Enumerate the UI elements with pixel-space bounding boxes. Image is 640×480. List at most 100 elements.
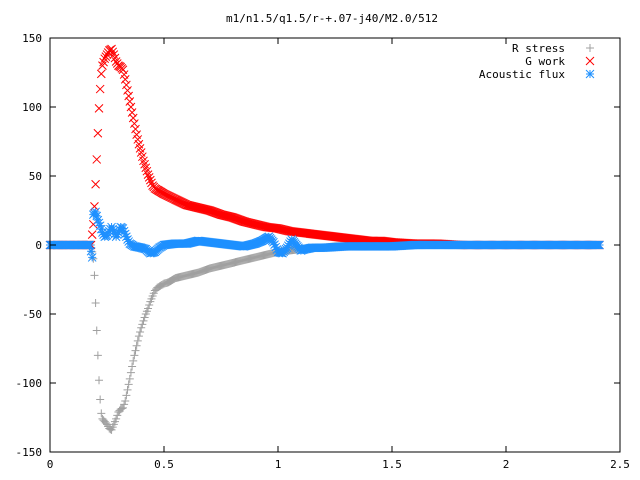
data-point — [122, 80, 131, 90]
x-tick-label: 1.5 — [382, 458, 402, 471]
data-point — [143, 170, 153, 179]
data-point — [134, 332, 143, 341]
data-point — [137, 323, 146, 332]
data-point — [92, 155, 102, 164]
data-point — [103, 420, 111, 429]
y-tick-label: -100 — [16, 377, 43, 390]
legend-label: Acoustic flux — [479, 68, 565, 81]
data-point — [95, 221, 105, 231]
data-point — [92, 211, 102, 221]
chart-title: m1/n1.5/q1.5/r-+.07-j40/M2.0/512 — [226, 12, 438, 25]
data-point — [109, 50, 119, 59]
data-point — [94, 218, 104, 228]
data-point — [93, 128, 103, 138]
x-tick-label: 0.5 — [154, 458, 174, 471]
data-point — [145, 175, 155, 185]
x-tick-label: 0 — [47, 458, 54, 471]
data-point — [117, 404, 126, 413]
y-tick-label: 150 — [22, 32, 42, 45]
data-point — [110, 53, 120, 63]
data-point — [98, 61, 107, 70]
series-r-stress — [46, 241, 604, 434]
data-point — [132, 341, 141, 350]
data-point — [121, 396, 130, 405]
x-tick-label: 2 — [503, 458, 510, 471]
data-point — [87, 253, 97, 262]
data-point — [131, 346, 140, 355]
data-point — [122, 391, 131, 400]
legend-marker — [585, 69, 595, 79]
legend-label: R stress — [512, 42, 565, 55]
data-point — [114, 228, 123, 237]
data-point — [125, 97, 135, 106]
data-point — [128, 362, 137, 371]
data-point — [127, 108, 137, 117]
data-point — [271, 242, 281, 252]
data-point — [101, 52, 111, 61]
data-point — [142, 166, 152, 176]
legend-marker — [585, 56, 595, 66]
y-tick-label: -50 — [22, 308, 42, 321]
data-point — [270, 240, 279, 250]
data-point — [91, 298, 100, 307]
data-point — [107, 222, 116, 232]
data-point — [139, 156, 148, 166]
data-point — [122, 232, 131, 242]
data-point — [141, 163, 151, 173]
data-point — [90, 202, 99, 211]
series-acoustic-flux — [45, 207, 604, 262]
data-point — [90, 271, 99, 280]
data-point — [103, 228, 113, 238]
data-point — [282, 243, 292, 253]
data-point — [91, 207, 100, 217]
data-point — [283, 241, 293, 251]
data-point — [118, 403, 127, 412]
data-point — [111, 232, 121, 242]
data-point — [93, 215, 103, 225]
data-point — [102, 230, 112, 240]
data-point — [86, 246, 96, 256]
data-point — [120, 229, 130, 239]
data-point — [128, 113, 138, 123]
data-point — [113, 411, 122, 420]
data-point — [120, 75, 130, 84]
data-point — [120, 400, 129, 409]
plot-area — [45, 44, 604, 434]
data-point — [147, 178, 156, 188]
data-point — [107, 44, 116, 54]
data-point — [126, 102, 136, 112]
x-tick-label: 1 — [275, 458, 282, 471]
data-point — [85, 240, 95, 250]
data-point — [108, 47, 118, 57]
data-point — [108, 224, 118, 234]
data-point — [112, 230, 122, 240]
data-point — [131, 124, 140, 134]
data-point — [124, 380, 133, 389]
data-point — [87, 230, 97, 240]
data-point — [123, 235, 132, 244]
y-tick-label: 0 — [35, 239, 42, 252]
data-point — [140, 313, 149, 322]
data-point — [111, 57, 121, 66]
data-point — [95, 376, 104, 385]
data-point — [124, 91, 134, 101]
data-point — [144, 304, 153, 313]
data-point — [97, 409, 106, 418]
y-tick-label: 100 — [22, 101, 42, 114]
data-point — [95, 84, 105, 94]
data-point — [119, 226, 129, 236]
data-point — [133, 336, 142, 345]
data-point — [96, 69, 106, 79]
data-point — [99, 230, 108, 240]
data-point — [92, 326, 101, 335]
data-point — [99, 57, 108, 67]
data-point — [269, 237, 278, 247]
data-point — [138, 320, 147, 329]
data-point — [94, 104, 104, 113]
data-point — [130, 351, 139, 360]
data-point — [118, 224, 128, 233]
data-point — [130, 119, 139, 128]
data-point — [286, 237, 295, 246]
